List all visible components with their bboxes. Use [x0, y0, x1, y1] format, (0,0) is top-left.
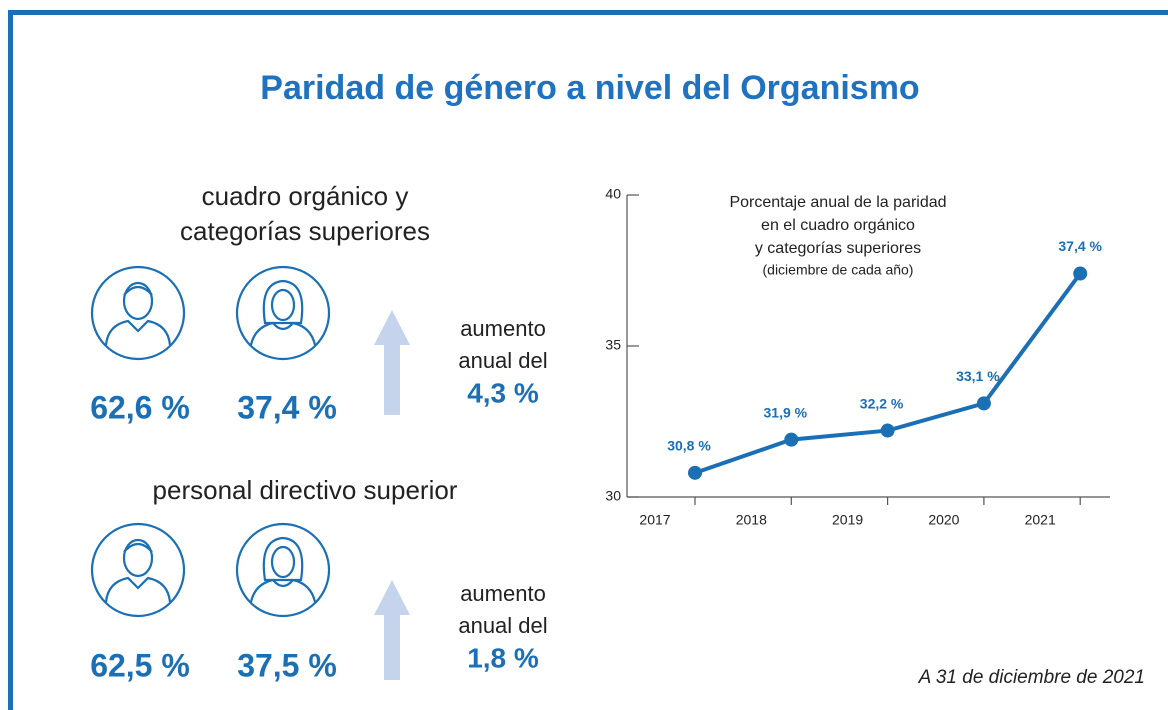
section-heading: personal directivo superior — [153, 475, 458, 505]
increase-label: aumento — [460, 581, 546, 606]
x-tick-label: 2017 — [639, 512, 670, 528]
data-point — [688, 465, 702, 480]
data-point — [1073, 266, 1088, 281]
up-arrow — [374, 580, 410, 680]
increase-label: anual del — [458, 348, 547, 373]
men-share: 62,6 % — [90, 389, 190, 425]
women-share: 37,5 % — [237, 647, 337, 683]
chart-title: y categorías superiores — [755, 240, 921, 257]
footnote: A 31 de diciembre de 2021 — [918, 667, 1145, 688]
value-label: 30,8 % — [667, 438, 711, 454]
data-point — [976, 396, 991, 411]
increase-label: anual del — [458, 613, 547, 638]
woman-icon — [235, 265, 331, 361]
value-label: 37,4 % — [1058, 238, 1102, 254]
x-tick-label: 2021 — [1025, 512, 1056, 528]
chart-subtitle: (diciembre de cada año) — [763, 262, 914, 278]
value-label: 32,2 % — [860, 395, 904, 411]
man-icon — [90, 522, 186, 618]
chart-title: en el cuadro orgánico — [761, 217, 915, 234]
frame-left — [8, 10, 13, 710]
x-tick-label: 2020 — [928, 512, 959, 528]
y-tick-label: 40 — [605, 186, 621, 202]
women-share: 37,4 % — [237, 389, 337, 425]
section-heading: categorías superiores — [180, 216, 430, 246]
increase-label: aumento — [460, 316, 546, 341]
frame-top — [8, 10, 1168, 15]
increase-value: 4,3 % — [467, 377, 539, 408]
value-label: 31,9 % — [764, 404, 808, 420]
data-point — [880, 423, 895, 438]
value-label: 33,1 % — [956, 368, 1000, 384]
data-point — [784, 432, 799, 447]
y-tick-label: 35 — [605, 337, 621, 353]
x-tick-label: 2018 — [736, 512, 767, 528]
increase-value: 1,8 % — [467, 642, 539, 673]
up-arrow — [374, 310, 410, 415]
woman-icon — [235, 522, 331, 618]
man-icon — [90, 265, 186, 361]
y-tick-label: 30 — [605, 488, 621, 504]
section-heading: cuadro orgánico y — [202, 181, 409, 211]
x-tick-label: 2019 — [832, 512, 863, 528]
men-share: 62,5 % — [90, 647, 190, 683]
title: Paridad de género a nivel del Organismo — [260, 69, 919, 107]
chart-title: Porcentaje anual de la paridad — [729, 194, 946, 211]
